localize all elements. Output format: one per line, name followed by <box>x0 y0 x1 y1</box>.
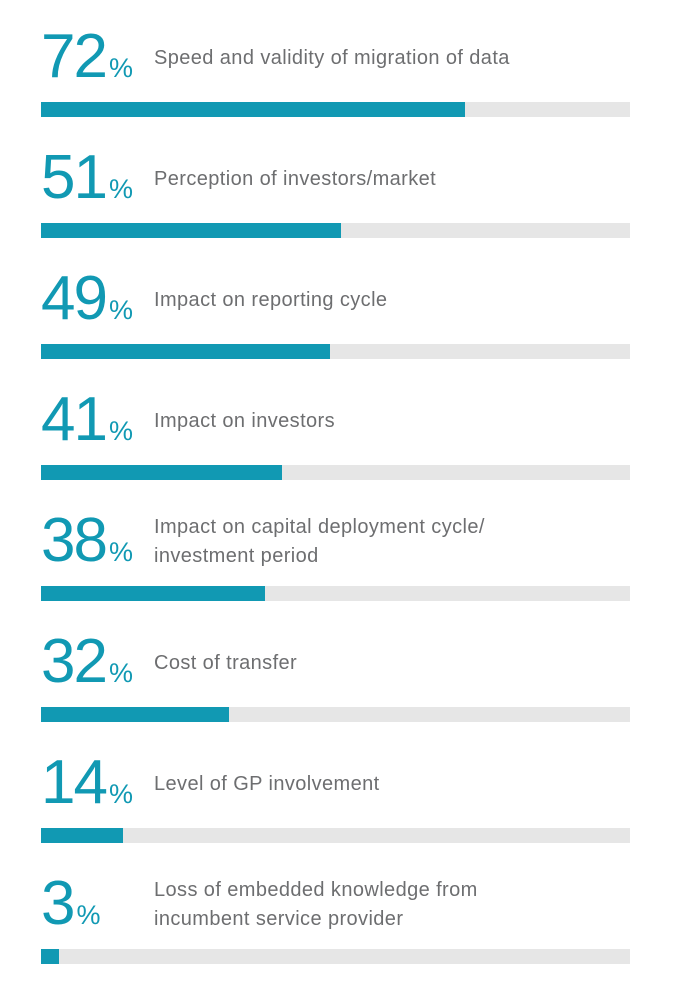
bar-fill <box>41 949 59 964</box>
bar-track <box>41 102 630 117</box>
row-header: 3 % Loss of embedded knowledge from incu… <box>41 868 630 938</box>
row-header: 49 % Impact on reporting cycle <box>41 263 630 333</box>
percent-number: 38 <box>41 505 108 575</box>
bar-track <box>41 707 630 722</box>
percent-value: 32 % <box>41 626 153 696</box>
percent-sign: % <box>108 778 133 809</box>
chart-row: 38 % Impact on capital deployment cycle/… <box>41 505 630 601</box>
row-header: 41 % Impact on investors <box>41 384 630 454</box>
chart-row: 3 % Loss of embedded knowledge from incu… <box>41 868 630 964</box>
percent-number: 72 <box>41 21 108 91</box>
percent-sign: % <box>108 657 133 688</box>
row-header: 72 % Speed and validity of migration of … <box>41 21 630 91</box>
bar-fill <box>41 586 265 601</box>
percent-value: 3 % <box>41 868 153 938</box>
row-header: 51 % Perception of investors/market <box>41 142 630 212</box>
percent-sign: % <box>76 899 101 930</box>
percent-value: 38 % <box>41 505 153 575</box>
chart-row: 72 % Speed and validity of migration of … <box>41 21 630 117</box>
chart-row: 14 % Level of GP involvement <box>41 747 630 843</box>
chart-row: 51 % Perception of investors/market <box>41 142 630 238</box>
row-header: 32 % Cost of transfer <box>41 626 630 696</box>
bar-track <box>41 586 630 601</box>
bar-fill <box>41 223 342 238</box>
category-label: Perception of investors/market <box>154 167 437 190</box>
bar-fill <box>41 102 466 117</box>
bar-track <box>41 465 630 480</box>
percent-sign: % <box>108 173 133 204</box>
percent-number: 41 <box>41 384 108 454</box>
bar-track <box>41 344 630 359</box>
row-header: 38 % Impact on capital deployment cycle/… <box>41 505 630 575</box>
category-label: Speed and validity of migration of data <box>154 46 510 69</box>
category-label: Impact on reporting cycle <box>154 288 388 311</box>
percent-value: 41 % <box>41 384 153 454</box>
category-label: Impact on investors <box>154 409 336 432</box>
bar-fill <box>41 465 283 480</box>
bar-track <box>41 223 630 238</box>
row-header: 14 % Level of GP involvement <box>41 747 630 817</box>
category-label: Impact on capital deployment cycle/ inve… <box>154 516 485 567</box>
percent-value: 14 % <box>41 747 153 817</box>
percent-sign: % <box>108 52 133 83</box>
percent-value: 72 % <box>41 21 153 91</box>
percent-number: 49 <box>41 263 108 333</box>
percent-sign: % <box>108 536 133 567</box>
category-label: Loss of embedded knowledge from incumben… <box>154 879 478 930</box>
bar-track <box>41 828 630 843</box>
percent-number: 3 <box>41 868 76 938</box>
bar-track <box>41 949 630 964</box>
percent-sign: % <box>108 415 133 446</box>
bar-fill <box>41 828 124 843</box>
percent-number: 14 <box>41 747 108 817</box>
chart-row: 41 % Impact on investors <box>41 384 630 480</box>
percent-value: 49 % <box>41 263 153 333</box>
chart-row: 32 % Cost of transfer <box>41 626 630 722</box>
bar-fill <box>41 707 230 722</box>
chart-row: 49 % Impact on reporting cycle <box>41 263 630 359</box>
percent-number: 32 <box>41 626 108 696</box>
category-label: Cost of transfer <box>154 651 298 674</box>
percent-value: 51 % <box>41 142 153 212</box>
percent-number: 51 <box>41 142 108 212</box>
bar-fill <box>41 344 330 359</box>
category-label: Level of GP involvement <box>154 772 380 795</box>
percent-sign: % <box>108 294 133 325</box>
